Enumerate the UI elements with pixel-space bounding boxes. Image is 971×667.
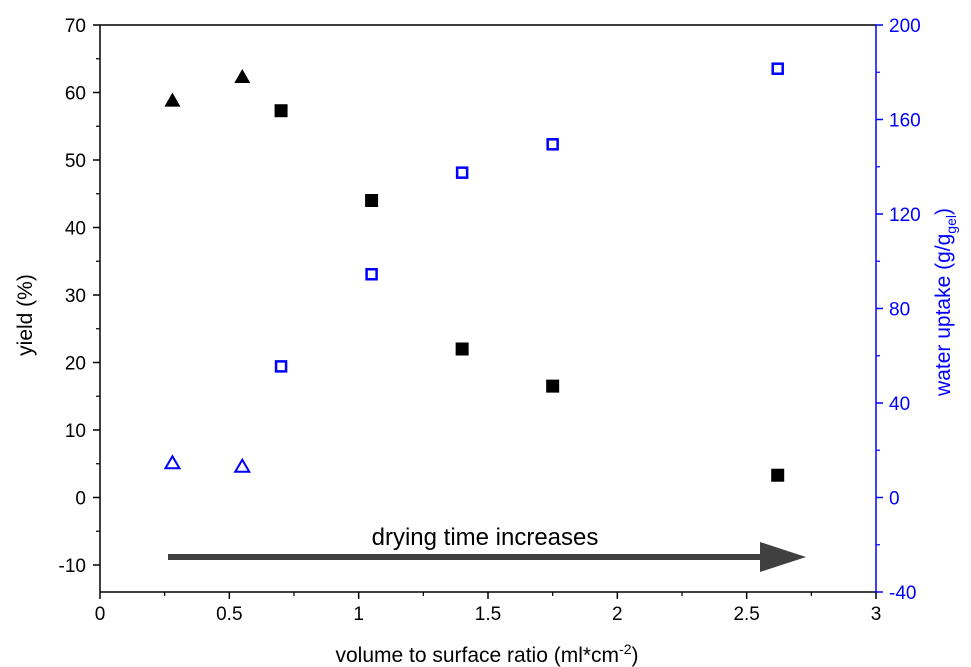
axes: 0 0.5 1 1.5 2 2.5 3 -10 0 10 20 30 40 50 60 70 -40 0 40 80 1… [59,16,921,625]
data-point-triangle-filled [164,92,181,107]
y2-tick-label: 40 [889,394,910,415]
data-point-square-filled [365,194,379,207]
y-tick-label: 60 [65,84,86,105]
data-point-square-open [546,138,559,151]
data-point-square-open [365,267,378,281]
x-axis-title: volume to surface ratio (ml*cm-2) [335,641,638,667]
annotation-layer [168,542,806,572]
x-tick-label: 1 [353,604,364,625]
annotation-text: drying time increases [372,524,599,551]
x-tick-label: 2.5 [733,604,759,625]
y-tick-label: 30 [65,286,86,307]
data-point-square-filled [274,104,288,118]
data-point-square-open [771,62,784,75]
data-point-triangle-open [233,457,252,473]
y-tick-label: 20 [65,354,86,375]
data-point-square-filled [771,468,785,482]
x-tick-label: 1.5 [475,604,501,625]
y2-tick-label: 200 [889,16,921,37]
y-tick-label: 40 [65,219,86,240]
y-tick-label: 70 [65,16,86,37]
y2-axis-title-end: ) [932,208,955,215]
data-point-triangle-open [163,454,182,470]
x-tick-label: 3 [871,604,882,625]
annotation-arrow-head [760,542,806,572]
y-tick-label: 50 [65,151,86,172]
y2-tick-label: 0 [889,489,900,510]
x-axis-title-end: ) [632,644,639,667]
x-tick-label: 2 [612,604,623,625]
x-axis-title-superscript: -2 [619,641,632,657]
y-axis-title: yield (%) [14,274,37,356]
data-point-square-open [455,166,469,179]
y-tick-label: 0 [75,489,86,510]
y-tick-label: -10 [59,556,86,577]
x-tick-label: 0 [95,604,106,625]
data-point-square-filled [455,342,469,356]
y2-tick-label: 80 [889,300,910,321]
y2-tick-label: -40 [889,583,916,604]
y2-axis-title: water uptake (g/ggel) [932,208,959,397]
data-marks [163,62,785,482]
y2-tick-label: 160 [889,111,921,132]
data-point-square-filled [546,379,560,393]
data-point-triangle-filled [234,68,251,83]
y2-tick-label: 120 [889,205,921,226]
data-point-square-open [274,360,288,373]
x-tick-label: 0.5 [216,604,242,625]
y2-axis-title-subscript: gel [943,215,959,234]
y-tick-label: 10 [65,421,86,442]
